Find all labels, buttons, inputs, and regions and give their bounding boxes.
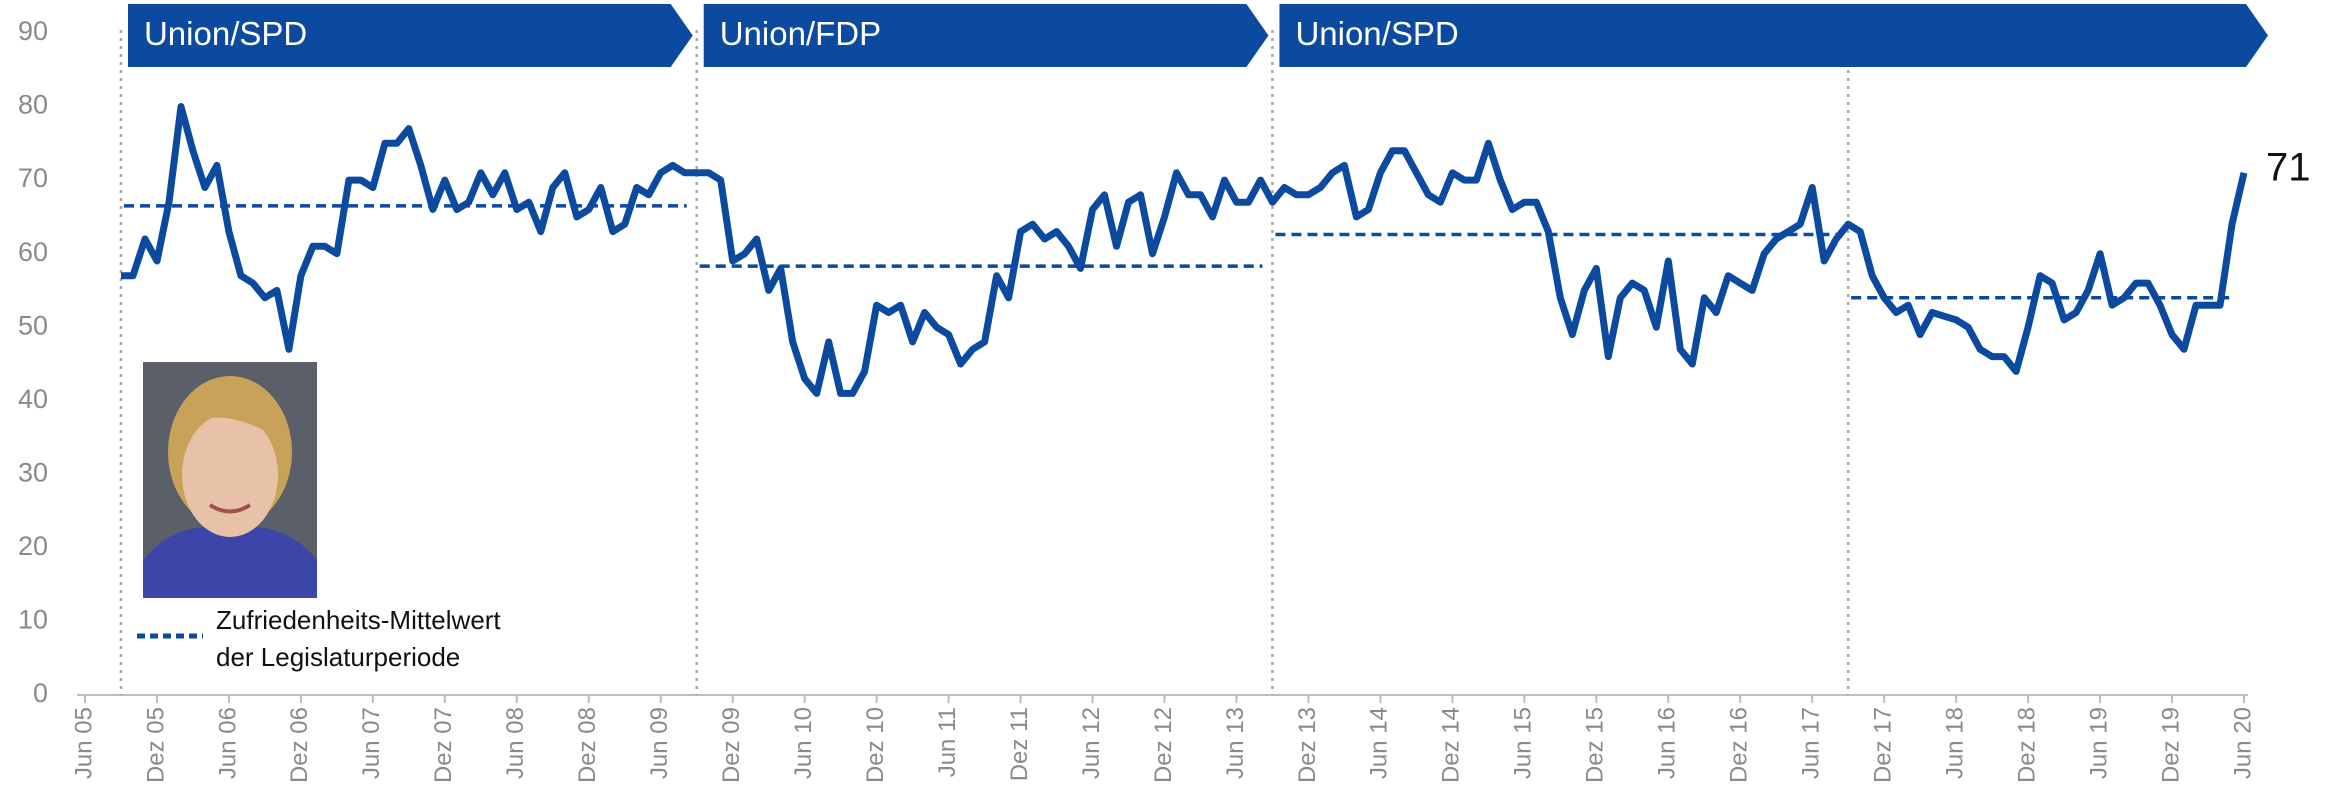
coalition-label: Union/SPD <box>144 15 307 52</box>
y-tick-label: 0 <box>33 678 48 708</box>
x-tick-label: Jun 18 <box>1941 707 1968 779</box>
x-tick-label: Jun 11 <box>934 707 961 777</box>
coalition-banner <box>127 4 693 67</box>
portrait <box>143 362 317 598</box>
x-tick-label: Dez 10 <box>862 707 889 783</box>
x-tick-label: Dez 11 <box>1006 707 1033 781</box>
x-tick-label: Jun 14 <box>1366 707 1393 779</box>
coalition-label: Union/FDP <box>720 15 881 52</box>
y-tick-label: 30 <box>18 457 48 487</box>
x-tick-label: Dez 08 <box>574 707 601 783</box>
x-tick-label: Jun 13 <box>1222 707 1249 779</box>
photo-jacket <box>143 526 317 598</box>
x-tick-label: Jun 07 <box>358 707 385 779</box>
x-tick-label: Jun 08 <box>502 707 529 779</box>
x-tick-label: Jun 06 <box>214 707 241 779</box>
coalition-banner <box>703 4 1269 67</box>
x-tick-label: Dez 15 <box>1582 707 1609 783</box>
y-tick-label: 90 <box>18 16 48 46</box>
x-tick-label: Jun 09 <box>646 707 673 779</box>
x-tick-label: Jun 17 <box>1798 707 1825 779</box>
end-value-label: 71 <box>2266 145 2311 189</box>
x-tick-label: Dez 07 <box>430 707 457 783</box>
x-tick-label: Jun 05 <box>70 707 97 779</box>
x-tick-label: Dez 09 <box>718 707 745 783</box>
photo-face <box>182 413 278 537</box>
legend-label: Zufriedenheits-Mittelwert <box>216 605 501 635</box>
x-tick-label: Dez 05 <box>142 707 169 783</box>
y-tick-label: 80 <box>18 90 48 120</box>
x-tick-label: Dez 12 <box>1150 707 1177 783</box>
photo-mouth <box>208 503 252 514</box>
x-tick-label: Dez 16 <box>1726 707 1753 783</box>
x-tick-label: Jun 15 <box>1510 707 1537 779</box>
coalition-banner <box>1279 4 2268 67</box>
y-tick-label: 40 <box>18 384 48 414</box>
x-tick-label: Dez 18 <box>2013 707 2040 783</box>
y-tick-label: 60 <box>18 237 48 267</box>
y-tick-label: 20 <box>18 531 48 561</box>
coalition-label: Union/SPD <box>1295 15 1458 52</box>
x-tick-label: Dez 14 <box>1438 707 1465 783</box>
y-tick-label: 10 <box>18 605 48 635</box>
x-tick-label: Jun 20 <box>2229 707 2256 779</box>
x-tick-label: Jun 19 <box>2085 707 2112 779</box>
data-line <box>121 103 2248 397</box>
x-tick-label: Jun 16 <box>1654 707 1681 779</box>
x-tick-label: Jun 10 <box>790 707 817 779</box>
x-tick-label: Dez 19 <box>2157 707 2184 783</box>
y-tick-label: 70 <box>18 163 48 193</box>
x-tick-label: Dez 06 <box>286 707 313 783</box>
photo-fringe <box>178 398 282 440</box>
x-tick-label: Dez 13 <box>1294 707 1321 783</box>
y-tick-label: 50 <box>18 310 48 340</box>
x-tick-label: Jun 12 <box>1078 707 1105 779</box>
x-tick-label: Dez 17 <box>1870 707 1897 783</box>
legend-label: der Legislaturperiode <box>216 642 460 672</box>
